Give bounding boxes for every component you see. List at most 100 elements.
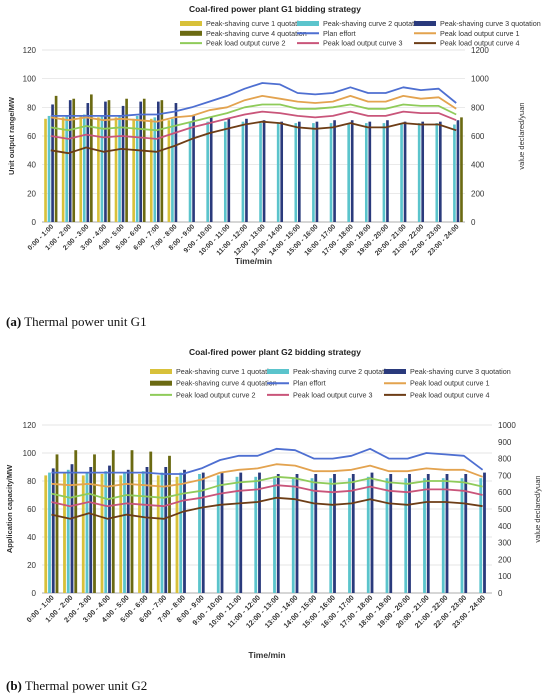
- bar-2: [329, 123, 333, 222]
- y-tick-label: 80: [27, 477, 36, 486]
- legend-label: Plan effort: [293, 379, 326, 388]
- bar-2: [366, 476, 370, 593]
- bar-3: [121, 105, 125, 222]
- bar-2: [82, 114, 86, 222]
- caption-g1: (a) Thermal power unit G1: [6, 314, 147, 330]
- y2-tick-label: 0: [498, 589, 503, 598]
- bar-3: [227, 118, 231, 222]
- bar-2: [141, 471, 145, 593]
- bar-3: [157, 101, 160, 222]
- bar-2: [400, 123, 403, 222]
- caption-g2-text: Thermal power unit G2: [24, 678, 148, 693]
- bar-3: [403, 121, 407, 222]
- bar-3: [258, 472, 261, 593]
- legend-item: Peak-shaving curve 3 quotation: [384, 367, 511, 376]
- y2-tick-label: 1200: [471, 46, 489, 55]
- bar-2: [276, 123, 280, 222]
- bar-4: [54, 95, 58, 222]
- y2-tick-label: 0: [471, 218, 476, 227]
- bar-3: [350, 120, 354, 222]
- bar-2: [160, 472, 164, 593]
- bar-3: [220, 472, 224, 593]
- bar-2: [347, 123, 350, 222]
- y-axis-label: Application capacity/MW: [5, 464, 14, 553]
- legend-item: Peak-shaving curve 3 quotation: [414, 19, 541, 28]
- bar-2: [423, 478, 426, 593]
- chart-title: Coal-fired power plant G1 bidding strate…: [189, 4, 361, 14]
- y-tick-label: 120: [23, 46, 37, 55]
- legend-swatch: [384, 369, 406, 374]
- bar-2: [48, 472, 51, 593]
- chart-g2: Coal-fired power plant G2 bidding strate…: [5, 347, 542, 660]
- bar-3: [426, 474, 430, 593]
- bar-3: [276, 474, 280, 593]
- bar-3: [351, 474, 355, 593]
- legend-label: Peak load output curve 1: [410, 379, 490, 388]
- bar-2: [85, 472, 89, 593]
- y-tick-label: 20: [27, 561, 36, 570]
- bar-4: [460, 117, 463, 222]
- y2-axis-label: value declared/yuan: [517, 102, 526, 169]
- y2-tick-label: 1000: [498, 421, 516, 430]
- bar-1: [149, 118, 153, 222]
- bar-2: [104, 471, 108, 593]
- bar-3: [483, 472, 486, 593]
- series-line-5: [51, 496, 483, 520]
- bar-3: [314, 474, 318, 593]
- series-line-3: [51, 475, 483, 501]
- y-tick-label: 60: [27, 132, 36, 141]
- bar-2: [65, 115, 68, 222]
- caption-g2-letter: (b): [6, 678, 22, 693]
- legend-swatch: [414, 21, 436, 26]
- legend-swatch: [180, 21, 202, 26]
- caption-g1-letter: (a): [6, 314, 22, 329]
- bar-2: [460, 478, 464, 593]
- y2-tick-label: 200: [471, 189, 485, 198]
- bar-1: [81, 475, 85, 593]
- legend-label: Peak-shaving curve 2 quotation: [293, 367, 394, 376]
- bar-3: [386, 120, 389, 222]
- legend-swatch: [297, 21, 319, 26]
- bar-2: [404, 478, 408, 593]
- y2-tick-label: 500: [498, 505, 512, 514]
- bar-3: [201, 472, 205, 593]
- bar-2: [312, 123, 315, 222]
- legend-item: Peak load output curve 4: [384, 390, 490, 399]
- y-tick-label: 100: [23, 449, 37, 458]
- bar-2: [123, 472, 126, 593]
- legend-label: Peak load output curve 4: [410, 390, 490, 399]
- bar-2: [435, 123, 439, 222]
- bar-3: [183, 469, 186, 593]
- bar-3: [445, 474, 449, 593]
- bar-2: [223, 121, 227, 222]
- y-tick-label: 80: [27, 103, 36, 112]
- bar-1: [44, 475, 48, 593]
- bar-4: [55, 454, 59, 593]
- legend-item: Peak load output curve 3: [267, 390, 373, 399]
- bar-3: [192, 115, 195, 222]
- bar-2: [259, 123, 262, 222]
- legend-item: Peak load output curve 1: [384, 379, 490, 388]
- legend-item: Peak load output curve 4: [414, 39, 520, 48]
- y-tick-label: 40: [27, 533, 36, 542]
- bar-4: [125, 98, 128, 222]
- bar-4: [90, 94, 93, 222]
- legend-label: Peak load output curve 2: [176, 390, 256, 399]
- bar-3: [370, 472, 374, 593]
- chart-g1: Coal-fired power plant G1 bidding strate…: [7, 4, 541, 266]
- bar-1: [138, 474, 141, 593]
- bar-3: [298, 121, 301, 222]
- bar-2: [241, 121, 245, 222]
- legend-item: Peak load output curve 2: [150, 390, 256, 399]
- y2-tick-label: 800: [471, 103, 485, 112]
- legend-label: Peak-shaving curve 3 quotation: [410, 367, 511, 376]
- bar-3: [139, 101, 143, 222]
- bar-4: [111, 450, 115, 593]
- legend-swatch: [150, 369, 172, 374]
- legend-item: Plan effort: [297, 29, 356, 38]
- bar-2: [273, 478, 276, 593]
- bar-2: [310, 478, 314, 593]
- bar-3: [333, 474, 336, 593]
- bar-3: [86, 103, 90, 222]
- legend-label: Peak-shaving curve 2 quotation: [323, 19, 424, 28]
